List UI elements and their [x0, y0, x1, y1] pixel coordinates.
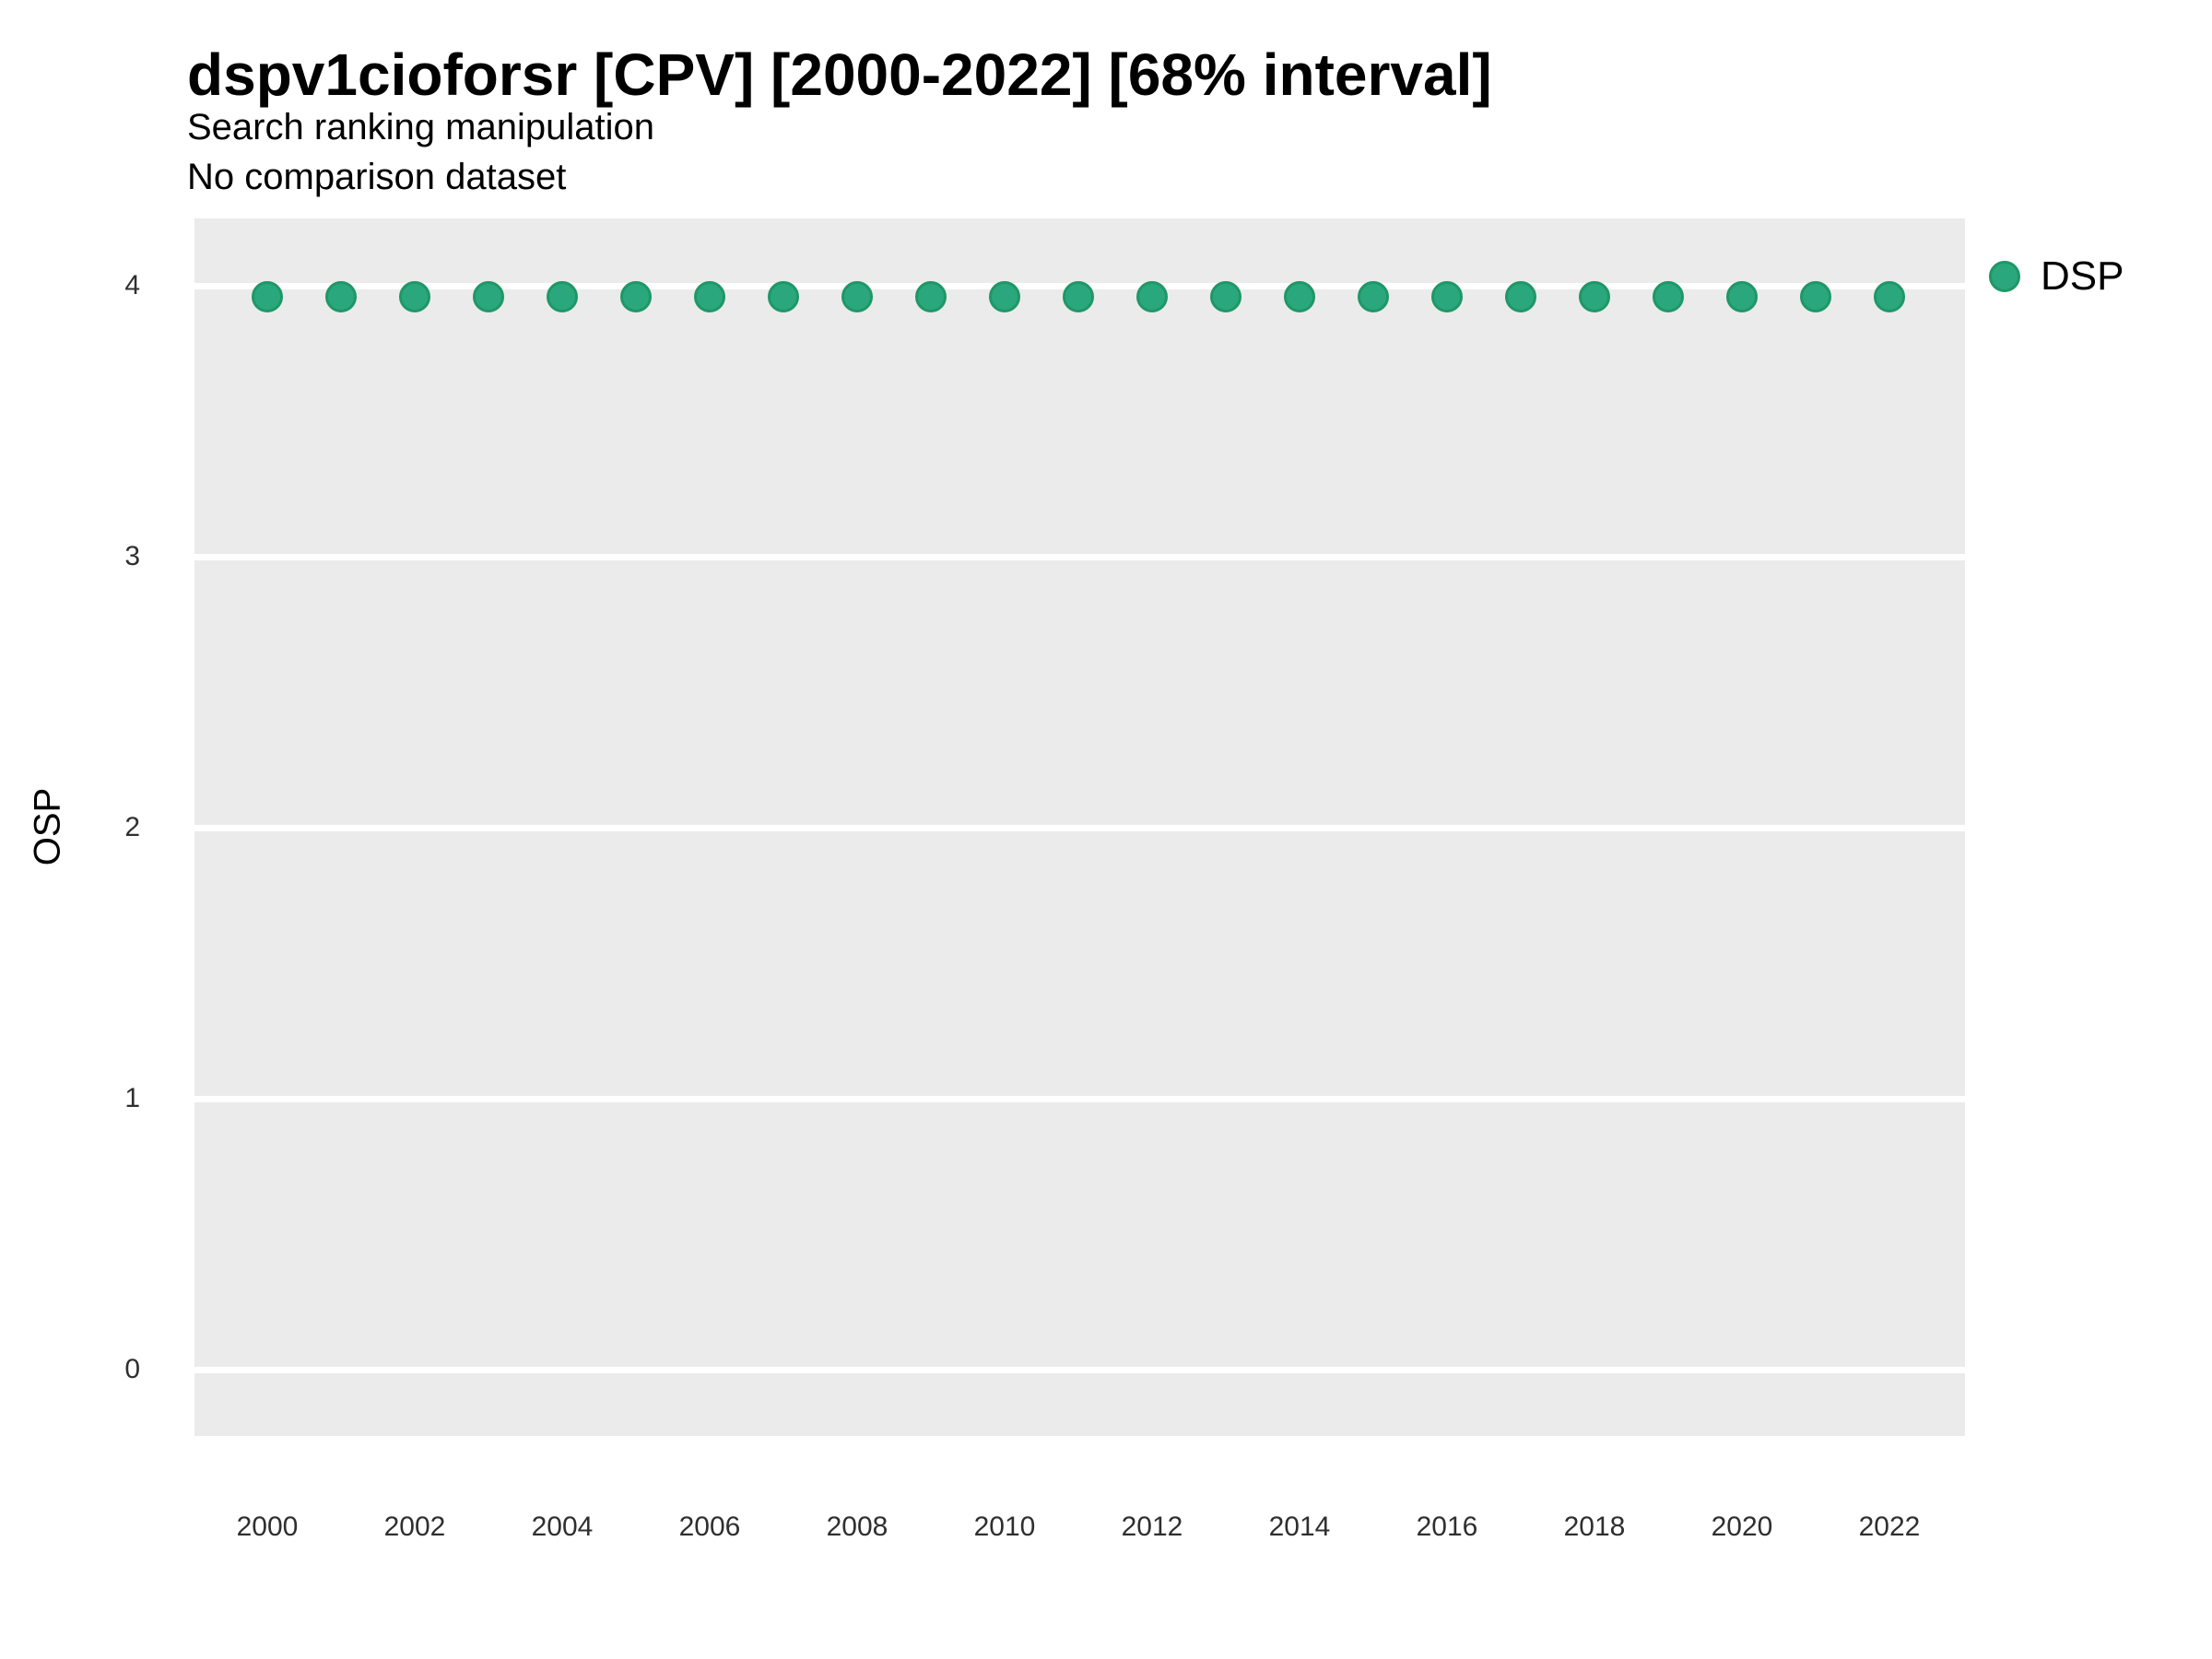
data-point — [399, 280, 430, 312]
data-point — [1136, 280, 1168, 312]
data-point — [841, 280, 873, 312]
data-point — [1063, 280, 1094, 312]
y-tick-label: 3 — [124, 541, 140, 571]
data-point — [473, 280, 504, 312]
chart-subtitle-2: No comparison dataset — [187, 157, 567, 197]
legend-label: DSP — [2041, 253, 2124, 299]
chart-subtitle: Search ranking manipulation — [187, 107, 654, 147]
x-tick-label: 2022 — [1858, 1512, 1921, 1542]
data-point — [325, 280, 357, 312]
x-tick-label: 2012 — [1121, 1512, 1183, 1542]
data-point — [1874, 280, 1905, 312]
legend-dot-icon — [1989, 261, 2020, 292]
data-point — [768, 280, 799, 312]
data-point — [1653, 280, 1684, 312]
x-tick-label: 2020 — [1711, 1512, 1773, 1542]
gridline-y-3 — [194, 553, 1965, 560]
x-tick-label: 2002 — [383, 1512, 446, 1542]
y-tick-label: 0 — [124, 1354, 140, 1384]
data-point — [989, 280, 1020, 312]
data-point — [620, 280, 652, 312]
data-point — [694, 280, 725, 312]
gridline-y-1 — [194, 1095, 1965, 1102]
data-point — [1726, 280, 1758, 312]
data-point — [547, 280, 578, 312]
x-tick-label: 2016 — [1416, 1512, 1478, 1542]
x-tick-label: 2010 — [973, 1512, 1036, 1542]
data-point — [915, 280, 947, 312]
data-point — [1358, 280, 1389, 312]
x-tick-label: 2014 — [1268, 1512, 1331, 1542]
y-axis-title: OSP — [27, 787, 68, 866]
data-point — [1431, 280, 1463, 312]
gridline-y-2 — [194, 824, 1965, 831]
gridline-y-0 — [194, 1366, 1965, 1373]
data-point — [1505, 280, 1536, 312]
y-tick-label: 1 — [124, 1083, 140, 1113]
data-point — [1210, 280, 1241, 312]
chart-title: dspv1cioforsr [CPV] [2000-2022] [68% int… — [187, 41, 1492, 108]
y-tick-label: 2 — [124, 812, 140, 842]
data-point — [1284, 280, 1315, 312]
x-tick-label: 2006 — [678, 1512, 741, 1542]
y-tick-label: 4 — [124, 270, 140, 300]
data-point — [1800, 280, 1831, 312]
x-tick-label: 2004 — [531, 1512, 594, 1542]
data-point — [1579, 280, 1610, 312]
plot-panel — [194, 218, 1965, 1436]
x-tick-label: 2000 — [236, 1512, 299, 1542]
x-tick-label: 2008 — [826, 1512, 888, 1542]
legend: DSP — [1989, 251, 2124, 302]
data-point — [252, 280, 283, 312]
x-tick-label: 2018 — [1563, 1512, 1626, 1542]
